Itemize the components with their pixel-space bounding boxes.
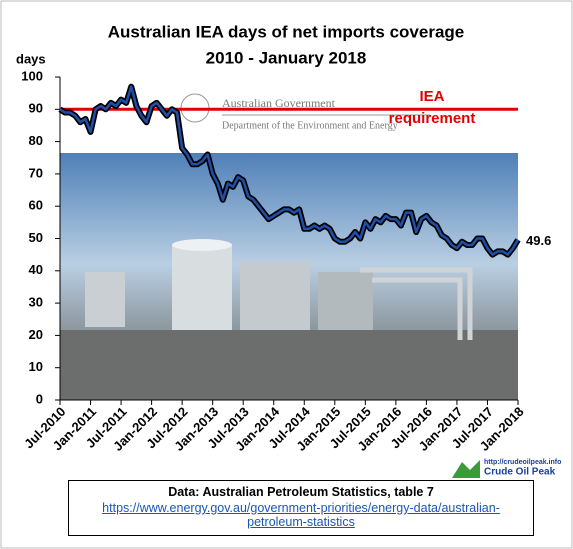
y-tick-label: 30 <box>29 295 43 310</box>
source-box: Data: Australian Petroleum Statistics, t… <box>68 480 534 536</box>
watermark-text: Department of the Environment and Energy <box>222 120 398 131</box>
y-tick-label: 10 <box>29 359 43 374</box>
y-tick-label: 60 <box>29 198 43 213</box>
logo: http://crudeoilpeak.info Crude Oil Peak <box>452 459 561 478</box>
y-tick-label: 40 <box>29 262 43 277</box>
y-tick-label: 80 <box>29 133 43 148</box>
reference-label: requirement <box>389 110 476 127</box>
logo-name: Crude Oil Peak <box>484 467 556 478</box>
y-tick-label: 90 <box>29 101 43 116</box>
y-tick-label: 100 <box>21 68 43 83</box>
watermark: Australian Government Department of the … <box>180 93 430 131</box>
logo-url: http://crudeoilpeak.info <box>484 459 561 466</box>
source-link[interactable]: https://www.energy.gov.au/government-pri… <box>102 501 500 529</box>
y-tick-label: 0 <box>36 391 43 406</box>
background-photo <box>60 153 518 400</box>
y-tick-label: 70 <box>29 165 43 180</box>
end-value-label: 49.6 <box>526 233 551 248</box>
watermark-text: Australian Government <box>222 96 336 110</box>
source-text: Data: Australian Petroleum Statistics, t… <box>168 485 434 499</box>
reference-label: IEA <box>419 88 444 105</box>
data-line <box>59 85 520 256</box>
chart-title: Australian IEA days of net imports cover… <box>108 22 464 41</box>
chart-subtitle: 2010 - January 2018 <box>206 48 367 67</box>
y-tick-label: 20 <box>29 327 43 342</box>
y-axis-label: days <box>16 51 46 66</box>
y-tick-label: 50 <box>29 230 43 245</box>
